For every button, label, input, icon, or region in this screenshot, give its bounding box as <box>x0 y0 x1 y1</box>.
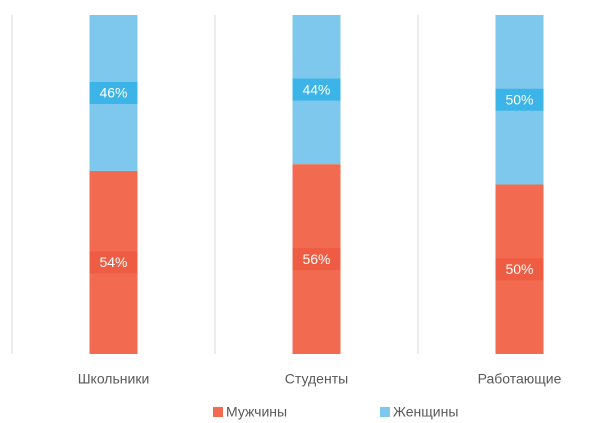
legend-swatch <box>380 407 390 417</box>
value-label-bg <box>292 248 341 271</box>
value-label: 44% <box>302 81 330 97</box>
x-tick-label: Студенты <box>285 371 348 387</box>
value-label-bg <box>292 78 341 101</box>
legend-label: Мужчины <box>226 404 287 420</box>
value-label: 50% <box>505 91 533 107</box>
value-label-bg <box>89 251 138 274</box>
x-tick-label: Работающие <box>478 371 562 387</box>
value-label-bg <box>495 258 544 281</box>
value-label: 46% <box>99 85 127 101</box>
legend-label: Женщины <box>393 404 458 420</box>
value-label: 54% <box>99 254 127 270</box>
legend-swatch <box>213 407 223 417</box>
value-label: 56% <box>302 251 330 267</box>
value-label: 50% <box>505 261 533 277</box>
x-tick-label: Школьники <box>78 371 150 387</box>
value-label-bg <box>89 81 138 104</box>
value-label-bg <box>495 88 544 111</box>
